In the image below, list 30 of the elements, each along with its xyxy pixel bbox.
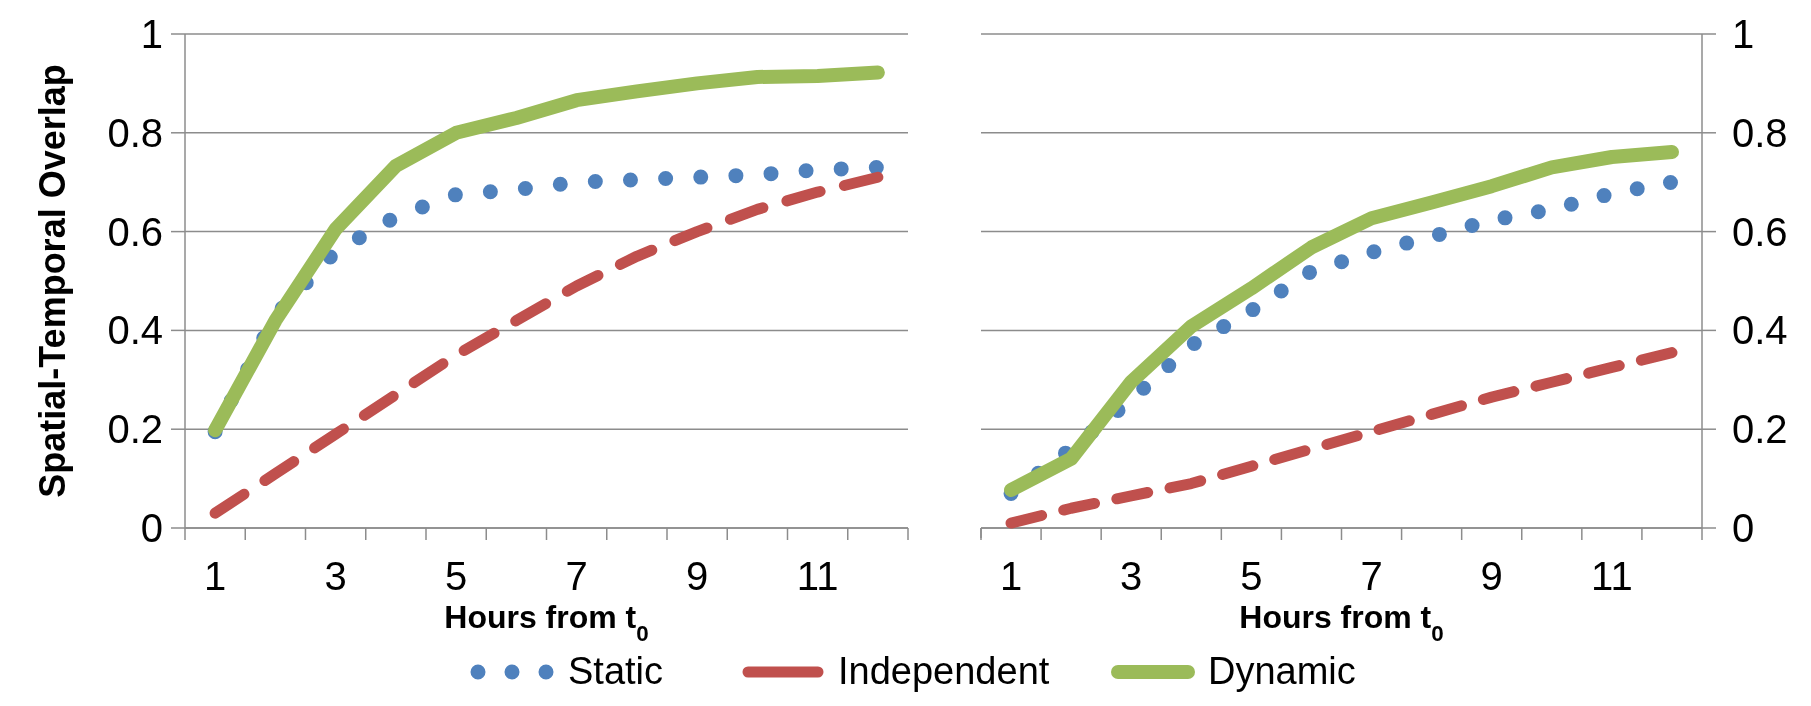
y2-tick-label: 0.4 bbox=[1732, 308, 1788, 353]
x-tick-label: 7 bbox=[565, 554, 588, 598]
x-axis-title: Hours from t$_{0}$ bbox=[1239, 599, 1444, 646]
x-tick-label: 11 bbox=[1591, 554, 1633, 598]
x-tick-label: 3 bbox=[1120, 554, 1143, 598]
y-tick-label: 0 bbox=[140, 506, 163, 550]
y-tick-label: 0.4 bbox=[107, 308, 163, 353]
x-tick-label: 9 bbox=[686, 554, 709, 598]
y-axis-title: Spatial-Temporal Overlap bbox=[32, 64, 73, 498]
y2-tick-label: 0.2 bbox=[1732, 407, 1788, 452]
y-tick-label: 1 bbox=[140, 12, 163, 56]
y2-tick-label: 1 bbox=[1732, 12, 1755, 56]
x-tick-label: 5 bbox=[1240, 554, 1263, 598]
legend-label: Independent bbox=[838, 650, 1050, 692]
x-tick-label: 5 bbox=[445, 554, 468, 598]
y-tick-label: 0.2 bbox=[107, 407, 163, 452]
y2-tick-label: 0.8 bbox=[1732, 110, 1788, 155]
x-tick-label: 9 bbox=[1480, 554, 1503, 598]
x-tick-label: 1 bbox=[999, 554, 1023, 598]
x-tick-label: 3 bbox=[324, 554, 347, 598]
y2-tick-label: 0 bbox=[1732, 506, 1755, 550]
legend-label: Static bbox=[568, 650, 664, 692]
x-tick-label: 11 bbox=[796, 554, 839, 598]
x-axis-title: Hours from t$_{0}$ bbox=[444, 599, 649, 646]
y-tick-label: 0.6 bbox=[107, 209, 163, 254]
y2-tick-label: 0.6 bbox=[1732, 209, 1788, 254]
legend-label: Dynamic bbox=[1208, 650, 1356, 692]
x-tick-label: 1 bbox=[204, 554, 227, 598]
x-tick-label: 7 bbox=[1360, 554, 1383, 598]
y-tick-label: 0.8 bbox=[107, 110, 163, 155]
